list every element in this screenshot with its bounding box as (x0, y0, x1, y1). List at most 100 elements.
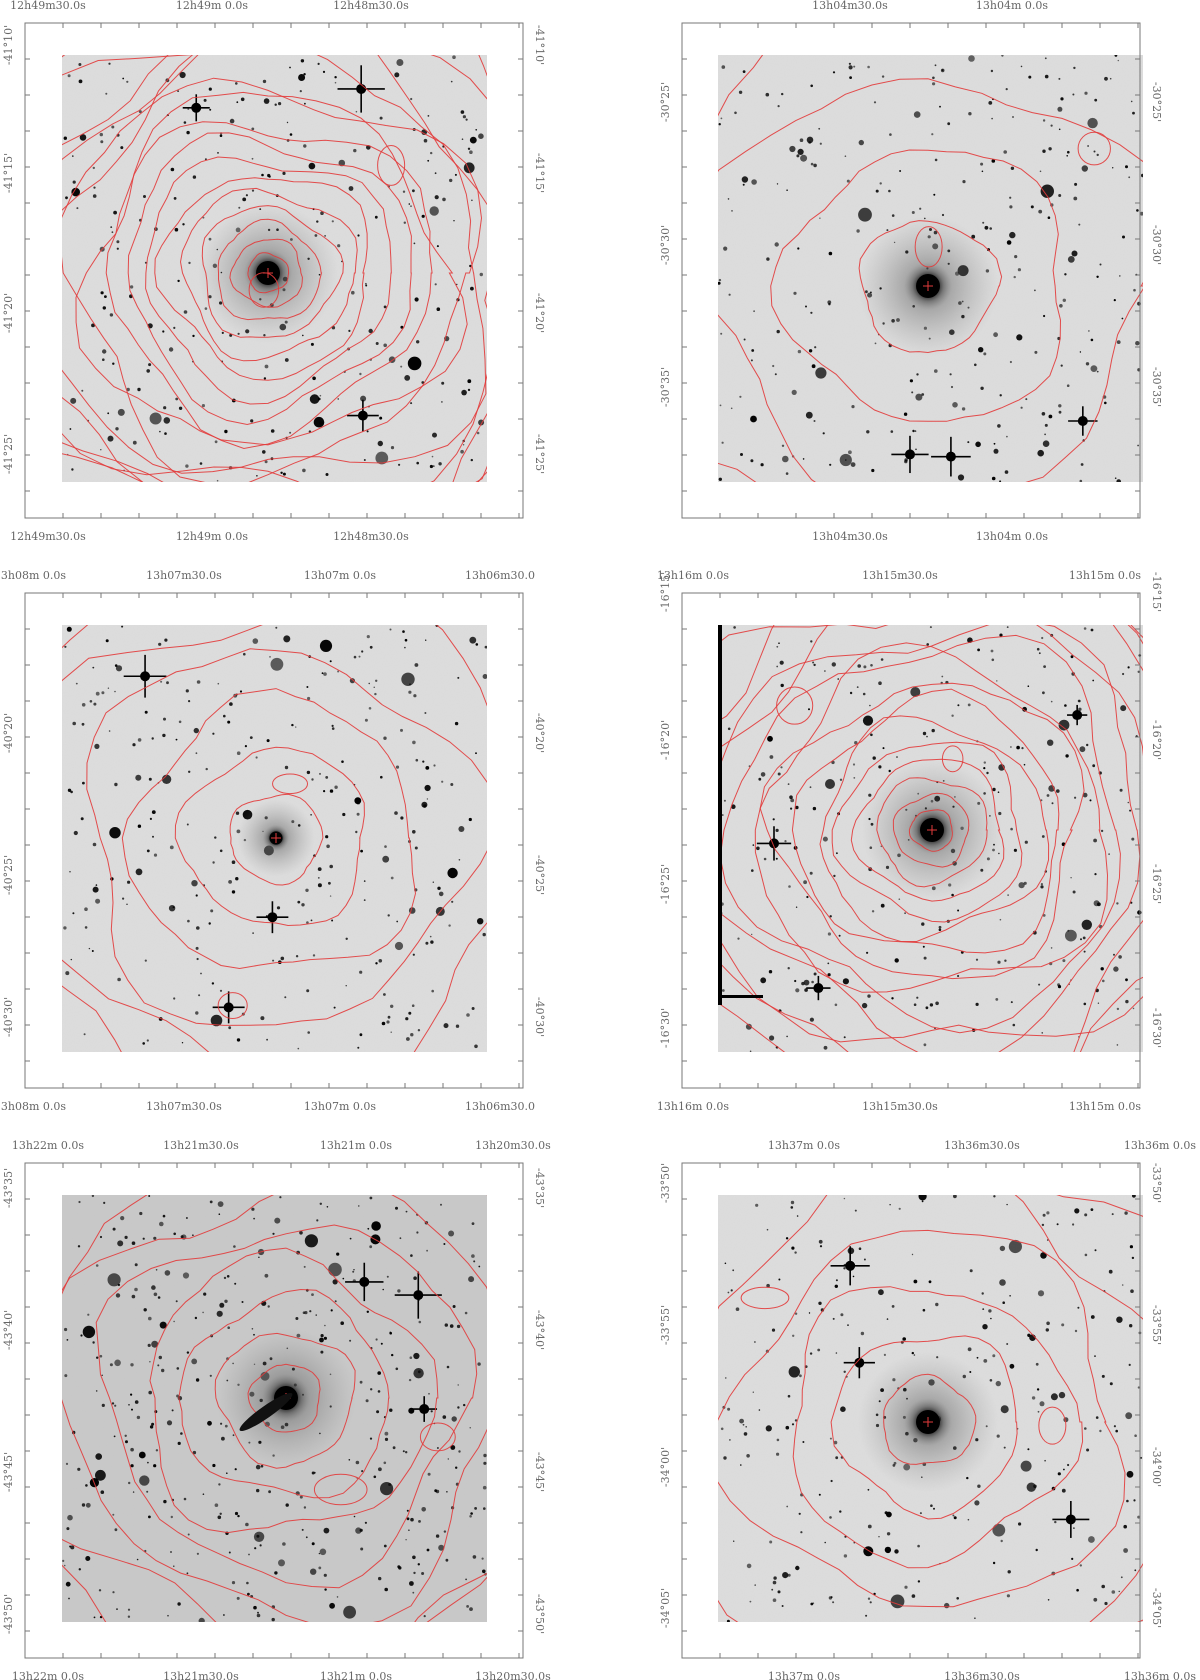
ra-label-top: 13h22m 0.0s (12, 1139, 84, 1152)
dec-label-left: -33°50' (659, 1163, 672, 1203)
dec-label-right: -43°50' (533, 1594, 546, 1634)
dec-label-left: -43°45' (2, 1452, 15, 1492)
panel-frame (24, 1162, 524, 1659)
dec-label-left: -40°25' (2, 855, 15, 895)
contour-level (75, 91, 468, 446)
plate-edge (718, 625, 722, 1005)
dec-label-right: -16°30' (1150, 1008, 1163, 1048)
contour-level (759, 682, 1085, 980)
ra-label-bottom: 13h22m 0.0s (12, 1670, 84, 1680)
dec-label-left: -30°35' (659, 367, 672, 407)
ra-label-top: 12h49m 0.0s (176, 0, 248, 12)
contour-level (174, 746, 365, 927)
dec-label-left: -16°20' (659, 720, 672, 760)
contour-level (754, 642, 1109, 993)
contour-level (62, 77, 483, 482)
dec-label-right: -41°25' (533, 434, 546, 474)
dec-label-left: -43°40' (2, 1310, 15, 1350)
contour-level (229, 793, 324, 886)
contour-level (154, 177, 368, 381)
contour-level (819, 715, 1050, 942)
contour-level (718, 625, 1143, 1043)
contour-level (145, 156, 392, 405)
ra-label-bottom: 13h07m30.0s (146, 1100, 222, 1113)
ra-label-bottom: 13h04m 0.0s (976, 530, 1048, 543)
contour-level (791, 688, 1060, 954)
ra-label-bottom: 13h36m 0.0s (1124, 1670, 1196, 1680)
sky-image (718, 1195, 1143, 1622)
contour-level (62, 55, 487, 482)
ra-label-bottom: 13h21m 0.0s (320, 1670, 392, 1680)
dec-label-right: -30°25' (1150, 82, 1163, 122)
contour-level (908, 809, 953, 852)
panel-3: 13h08m 0.0s 13h07m30.0s 13h07m 0.0s 13h06m3… (0, 569, 546, 1113)
ra-label-top: 13h20m30.0s (475, 1139, 551, 1152)
dec-label-right: -16°25' (1150, 864, 1163, 904)
dec-label-right: -40°30' (533, 997, 546, 1037)
dec-label-left: -41°25' (2, 434, 15, 474)
panel-1: 12h49m30.0s 12h49m 0.0s 12h48m30.0s 12h49m3… (2, 0, 546, 543)
contour-level (831, 741, 1023, 923)
dec-label-left: -41°20' (2, 293, 15, 333)
contour-level (62, 625, 487, 1052)
panel-frame (681, 1162, 1141, 1659)
contour-level (858, 220, 1003, 354)
sky-image (718, 625, 1143, 1052)
dec-label-left: -16°30' (659, 1008, 672, 1048)
dec-label-right: -16°20' (1150, 720, 1163, 760)
dec-label-right: -40°20' (533, 713, 546, 753)
contour-level (127, 132, 412, 426)
dec-label-right: -41°10' (533, 25, 546, 65)
panel-5: 13h22m 0.0s 13h21m30.0s 13h21m 0.0s 13h20m3… (2, 1139, 551, 1680)
contour-level (62, 1195, 487, 1622)
ra-label-bottom: 13h08m 0.0s (0, 1100, 66, 1113)
ra-label-bottom: 13h15m30.0s (862, 1100, 938, 1113)
contour-level (718, 78, 1143, 482)
contour-level (149, 1247, 439, 1534)
ra-label-bottom: 13h16m 0.0s (657, 1100, 729, 1113)
ra-label-top: 13h16m 0.0s (657, 569, 729, 582)
contour-level (247, 1363, 321, 1433)
dec-label-right: -43°35' (533, 1168, 546, 1208)
contour-overlay (62, 625, 487, 1052)
dec-label-right: -16°15' (1150, 572, 1163, 612)
ra-label-top: 13h06m30.0 (465, 569, 535, 582)
dec-label-left: -34°00' (659, 1447, 672, 1487)
panel-frame (24, 22, 524, 519)
dec-label-right: -43°45' (533, 1452, 546, 1492)
contour-level (62, 55, 487, 474)
contour-level (850, 758, 1005, 902)
panel-6: 13h37m 0.0s 13h36m30.0s 13h36m 0.0s 13h37m … (659, 1139, 1196, 1680)
contour-level (892, 792, 970, 868)
ra-label-bottom: 12h48m30.0s (333, 530, 409, 543)
sky-image (718, 55, 1143, 482)
ra-label-bottom: 13h04m30.0s (812, 530, 888, 543)
dec-label-right: -43°40' (533, 1310, 546, 1350)
ra-label-bottom: 13h21m30.0s (163, 1670, 239, 1680)
contour-level (86, 648, 487, 1026)
contour-level (178, 1288, 390, 1499)
dec-label-left: -40°30' (2, 997, 15, 1037)
panel-4: 13h16m 0.0s 13h15m30.0s 13h15m 0.0s 13h16m … (657, 569, 1163, 1113)
dec-label-left: -33°55' (659, 1305, 672, 1345)
center-cross (263, 268, 273, 278)
contour-level (62, 55, 487, 482)
contour-level (792, 1286, 1084, 1569)
contour-level (214, 1332, 356, 1469)
dec-label-right: -34°05' (1150, 1588, 1163, 1628)
contour-level (830, 1335, 1018, 1520)
ra-label-bottom: 13h15m 0.0s (1069, 1100, 1141, 1113)
contour-overlay (718, 1195, 1143, 1622)
contour-level (105, 121, 433, 450)
contour-level (719, 634, 1121, 1034)
dec-label-right: -34°00' (1150, 1447, 1163, 1487)
dec-label-left: -16°15' (659, 572, 672, 612)
contour-level (876, 777, 988, 888)
center-cross (271, 833, 281, 843)
sky-image (62, 55, 487, 482)
edge-on-galaxy (239, 1392, 293, 1432)
ra-label-bottom: 13h07m 0.0s (304, 1100, 376, 1113)
ra-label-bottom: 13h06m30.0 (465, 1100, 535, 1113)
ra-label-top: 13h21m30.0s (163, 1139, 239, 1152)
contour-overlay (718, 625, 1143, 1052)
